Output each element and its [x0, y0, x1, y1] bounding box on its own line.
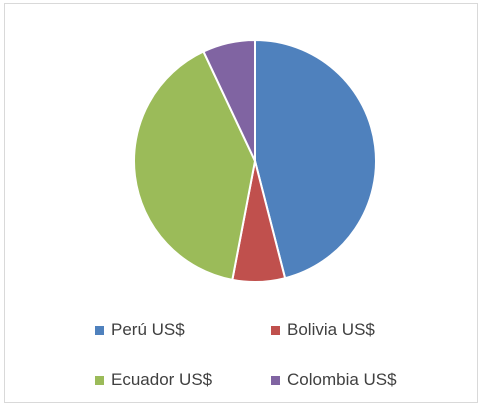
pie-chart: [133, 39, 377, 283]
pie-slice-ecuador: [133, 50, 256, 281]
pie-slice-colombia: [202, 39, 256, 162]
pie-slice-peru: [254, 39, 377, 280]
chart-area: Perú US$ Bolivia US$ Ecuador US$ Colombi…: [4, 3, 478, 403]
